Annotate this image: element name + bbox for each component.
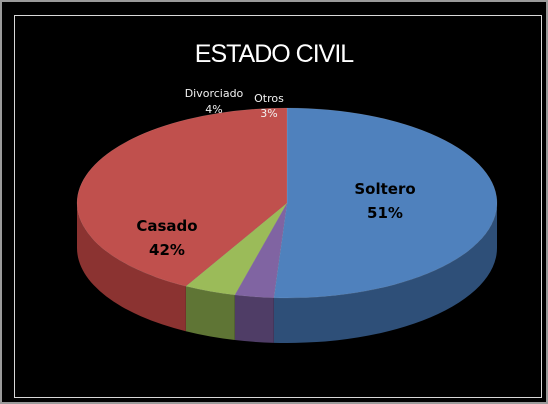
pie-chart: ESTADO CIVIL Soltero 51% Otros 3% Divorciado… — [76, 40, 498, 343]
pie-value-otros: 3% — [260, 107, 277, 120]
pie-label-soltero: Soltero — [354, 180, 415, 198]
pie-tops — [76, 107, 498, 299]
pie-value-divorciado: 4% — [205, 103, 222, 116]
pie-slice-casado — [76, 107, 288, 287]
pie-label-casado: Casado — [136, 217, 197, 235]
pie-side-soltero — [273, 203, 497, 343]
pie-value-casado: 42% — [149, 241, 185, 259]
chart-area: ESTADO CIVIL Soltero 51% Otros 3% Divorciado… — [14, 15, 542, 398]
pie-labels: Soltero 51% Otros 3% Divorciado 4% Casado 42% — [136, 87, 415, 259]
pie-side-otros — [234, 295, 274, 343]
pie-sides — [77, 203, 497, 343]
pie-slice-soltero — [273, 107, 498, 299]
pie-value-soltero: 51% — [367, 204, 403, 222]
pie-slice-otros — [234, 202, 288, 299]
pie-label-divorciado: Divorciado — [185, 87, 244, 100]
pie-side-divorciado — [185, 286, 235, 341]
pie-side-casado — [77, 203, 186, 332]
pie-slice-divorciado — [185, 202, 288, 296]
chart-title: ESTADO CIVIL — [195, 40, 355, 68]
pie-label-otros: Otros — [254, 92, 284, 105]
